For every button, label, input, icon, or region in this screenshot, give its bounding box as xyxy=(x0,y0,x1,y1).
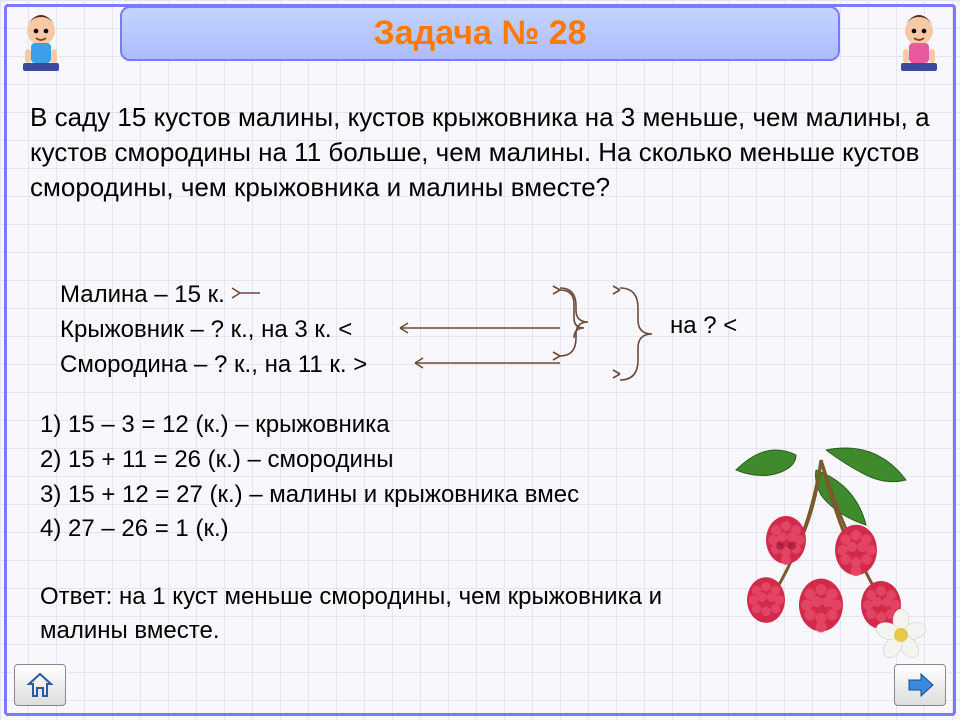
next-arrow-icon xyxy=(905,672,935,698)
step-2: 2) 15 + 11 = 26 (к.) – смородины xyxy=(40,443,579,478)
raspberry-illustration xyxy=(706,430,936,660)
given-line-3: Смородина – ? к., на 11 к. > xyxy=(60,348,367,383)
title-bar: Задача № 28 xyxy=(120,6,840,61)
step-4: 4) 27 – 26 = 1 (к.) xyxy=(40,512,579,547)
home-button[interactable] xyxy=(14,664,66,706)
problem-text: В саду 15 кустов малины, кустов крыжовни… xyxy=(30,100,930,205)
slide-title: Задача № 28 xyxy=(373,14,586,52)
answer-text: Ответ: на 1 куст меньше смородины, чем к… xyxy=(40,580,720,647)
given-block: Малина – 15 к. Крыжовник – ? к., на 3 к.… xyxy=(60,278,367,382)
given-compare-right: на ? < xyxy=(670,312,737,340)
home-icon xyxy=(25,672,55,698)
step-1: 1) 15 – 3 = 12 (к.) – крыжовника xyxy=(40,408,579,443)
mascot-right xyxy=(884,6,954,76)
given-line-2: Крыжовник – ? к., на 3 к. < xyxy=(60,313,367,348)
solution-steps: 1) 15 – 3 = 12 (к.) – крыжовника 2) 15 +… xyxy=(40,408,579,547)
given-line-1: Малина – 15 к. xyxy=(60,278,367,313)
step-3: 3) 15 + 12 = 27 (к.) – малины и крыжовни… xyxy=(40,478,579,513)
mascot-left xyxy=(6,6,76,76)
next-button[interactable] xyxy=(894,664,946,706)
